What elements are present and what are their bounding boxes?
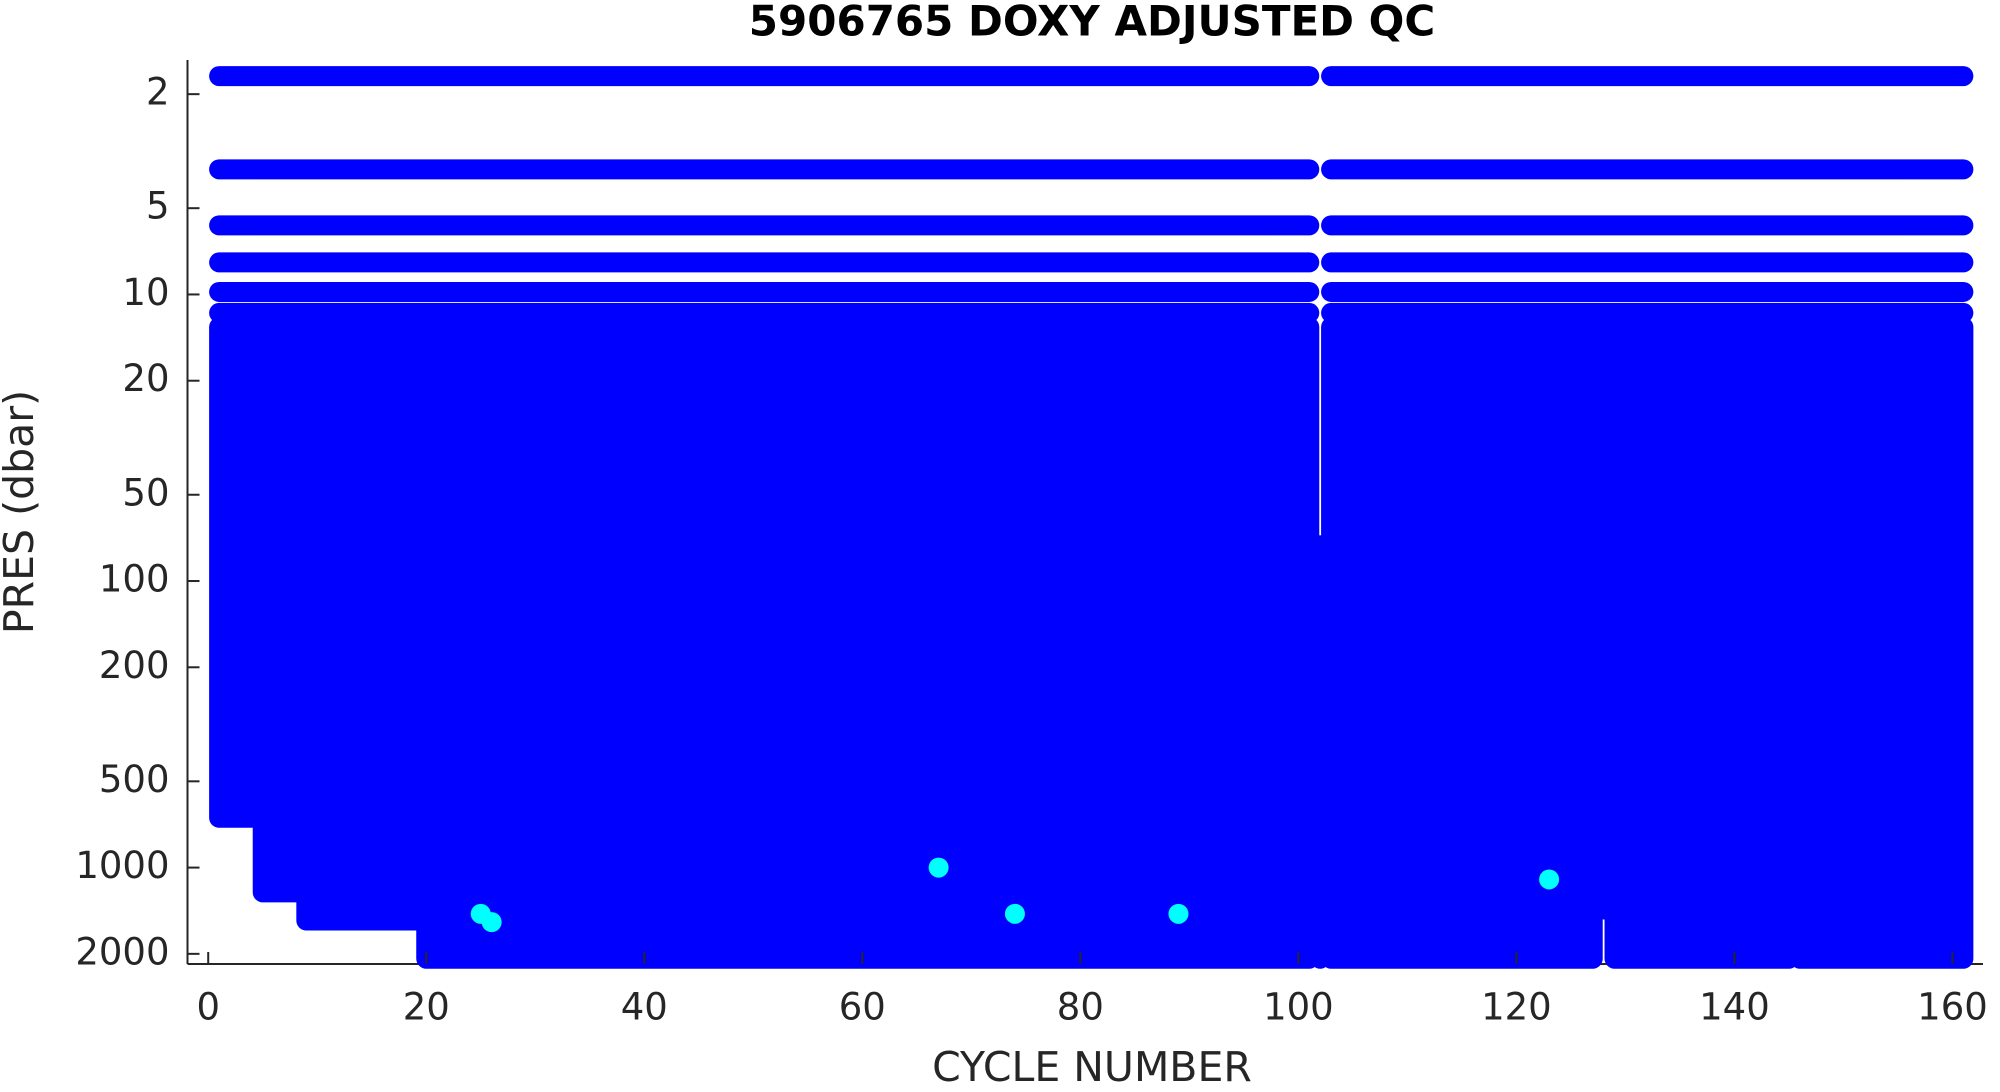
x-tick-label: 40 [621,986,668,1029]
y-tick-label: 10 [122,271,169,314]
x-tick-label: 120 [1481,986,1552,1029]
y-tick-label: 2000 [75,930,169,973]
y-tick-label: 50 [122,471,169,514]
x-tick-label: 0 [196,986,220,1029]
x-tick-label: 60 [839,986,886,1029]
chart-title: 5906765 DOXY ADJUSTED QC [749,0,1435,46]
profile-block [1789,317,1974,969]
flagged-point [1539,869,1560,890]
flagged-point [1168,903,1189,924]
profile-block [209,317,262,828]
x-tick-label: 100 [1263,986,1334,1029]
profile-block [296,317,426,931]
y-tick-label: 500 [99,758,170,801]
x-tick-label: 140 [1699,986,1770,1029]
y-tick-label: 20 [122,357,169,400]
profile-block [1604,317,1799,969]
y-axis-label: PRES (dbar) [0,390,43,634]
y-tick-label: 1000 [75,844,169,887]
profile-block [1321,317,1603,969]
x-tick-label: 80 [1057,986,1104,1029]
profile-block [252,317,306,903]
x-tick-label: 160 [1917,986,1988,1029]
y-tick-label: 200 [99,644,170,687]
y-tick-label: 100 [99,558,170,601]
y-tick-label: 2 [146,71,170,114]
y-tick-label: 5 [146,185,170,228]
flagged-point [481,912,502,933]
flagged-point [1004,903,1025,924]
profile-block [416,317,1320,969]
flagged-point [928,857,949,878]
x-tick-label: 20 [403,986,450,1029]
x-axis-label: CYCLE NUMBER [932,1043,1252,1088]
